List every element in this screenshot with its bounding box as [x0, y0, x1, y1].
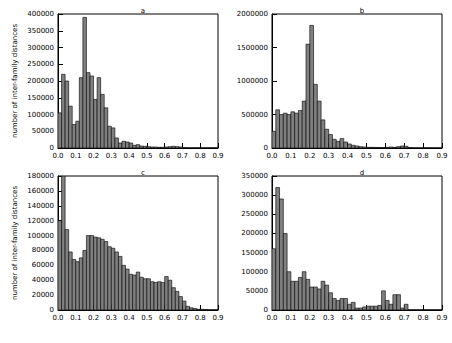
- svg-text:0: 0: [263, 144, 268, 152]
- svg-text:0.4: 0.4: [124, 152, 136, 160]
- svg-text:0.2: 0.2: [304, 152, 315, 160]
- svg-text:0.1: 0.1: [70, 152, 81, 160]
- svg-text:d: d: [360, 169, 364, 177]
- svg-text:60000: 60000: [32, 261, 54, 269]
- svg-text:0.4: 0.4: [342, 152, 354, 160]
- svg-text:0: 0: [49, 306, 54, 314]
- svg-text:0.3: 0.3: [323, 152, 334, 160]
- svg-text:100000: 100000: [27, 232, 54, 240]
- svg-text:0.1: 0.1: [70, 314, 81, 322]
- svg-text:2000000: 2000000: [237, 10, 268, 18]
- svg-text:0.9: 0.9: [212, 314, 223, 322]
- svg-text:0.1: 0.1: [285, 152, 296, 160]
- svg-text:0.0: 0.0: [52, 152, 63, 160]
- svg-text:50000: 50000: [32, 127, 54, 135]
- svg-text:0.5: 0.5: [141, 152, 152, 160]
- svg-text:0.4: 0.4: [342, 314, 354, 322]
- svg-text:350000: 350000: [27, 27, 54, 35]
- svg-text:40000: 40000: [32, 276, 54, 284]
- svg-text:0.6: 0.6: [380, 314, 392, 322]
- svg-text:c: c: [141, 169, 145, 177]
- svg-text:160000: 160000: [27, 187, 54, 195]
- svg-text:0: 0: [263, 306, 268, 314]
- svg-text:80000: 80000: [32, 246, 54, 254]
- svg-text:0.3: 0.3: [106, 152, 117, 160]
- svg-text:0.3: 0.3: [106, 314, 117, 322]
- svg-text:250000: 250000: [241, 210, 268, 218]
- svg-text:0.5: 0.5: [361, 152, 372, 160]
- svg-text:0.4: 0.4: [124, 314, 136, 322]
- svg-text:1000000: 1000000: [237, 77, 268, 85]
- svg-text:0.7: 0.7: [177, 314, 188, 322]
- svg-text:number of inter-family distanc: number of inter-family distances: [11, 186, 19, 300]
- svg-text:200000: 200000: [241, 229, 268, 237]
- svg-text:120000: 120000: [27, 217, 54, 225]
- svg-text:20000: 20000: [32, 291, 54, 299]
- svg-text:0.5: 0.5: [141, 314, 152, 322]
- svg-text:0.6: 0.6: [380, 152, 392, 160]
- svg-text:140000: 140000: [27, 202, 54, 210]
- svg-text:100000: 100000: [241, 268, 268, 276]
- svg-text:0.0: 0.0: [266, 152, 277, 160]
- svg-text:0.6: 0.6: [159, 314, 171, 322]
- svg-text:0.9: 0.9: [212, 152, 223, 160]
- svg-text:0.7: 0.7: [177, 152, 188, 160]
- svg-text:180000: 180000: [27, 172, 54, 180]
- svg-text:a: a: [141, 7, 145, 15]
- svg-text:350000: 350000: [241, 172, 268, 180]
- svg-text:0.0: 0.0: [52, 314, 63, 322]
- svg-text:0.6: 0.6: [159, 152, 171, 160]
- svg-text:0.7: 0.7: [399, 314, 410, 322]
- svg-text:50000: 50000: [246, 287, 268, 295]
- svg-text:0.1: 0.1: [285, 314, 296, 322]
- svg-text:500000: 500000: [241, 111, 268, 119]
- svg-text:0.9: 0.9: [436, 152, 447, 160]
- svg-text:0.2: 0.2: [88, 314, 99, 322]
- svg-text:300000: 300000: [27, 44, 54, 52]
- svg-text:0.8: 0.8: [195, 152, 206, 160]
- svg-text:b: b: [360, 7, 365, 15]
- svg-text:400000: 400000: [27, 10, 54, 18]
- svg-text:0.2: 0.2: [304, 314, 315, 322]
- svg-text:250000: 250000: [27, 60, 54, 68]
- svg-text:0.5: 0.5: [361, 314, 372, 322]
- svg-text:300000: 300000: [241, 191, 268, 199]
- svg-text:150000: 150000: [27, 94, 54, 102]
- svg-text:0.8: 0.8: [195, 314, 206, 322]
- svg-text:0.9: 0.9: [436, 314, 447, 322]
- svg-text:1500000: 1500000: [237, 44, 268, 52]
- svg-text:0: 0: [49, 144, 54, 152]
- svg-text:0.8: 0.8: [418, 314, 429, 322]
- svg-text:0.8: 0.8: [418, 152, 429, 160]
- svg-text:150000: 150000: [241, 249, 268, 257]
- svg-text:0.3: 0.3: [323, 314, 334, 322]
- svg-text:0.0: 0.0: [266, 314, 277, 322]
- svg-text:0.7: 0.7: [399, 152, 410, 160]
- svg-text:200000: 200000: [27, 77, 54, 85]
- svg-text:number of inter-family distanc: number of inter-family distances: [11, 24, 19, 138]
- svg-text:100000: 100000: [27, 111, 54, 119]
- svg-text:0.2: 0.2: [88, 152, 99, 160]
